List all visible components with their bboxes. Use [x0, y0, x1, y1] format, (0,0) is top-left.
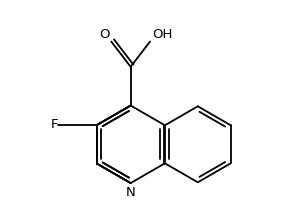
- Text: F: F: [51, 118, 58, 131]
- Text: N: N: [126, 186, 136, 199]
- Text: OH: OH: [152, 28, 172, 41]
- Text: O: O: [99, 28, 109, 41]
